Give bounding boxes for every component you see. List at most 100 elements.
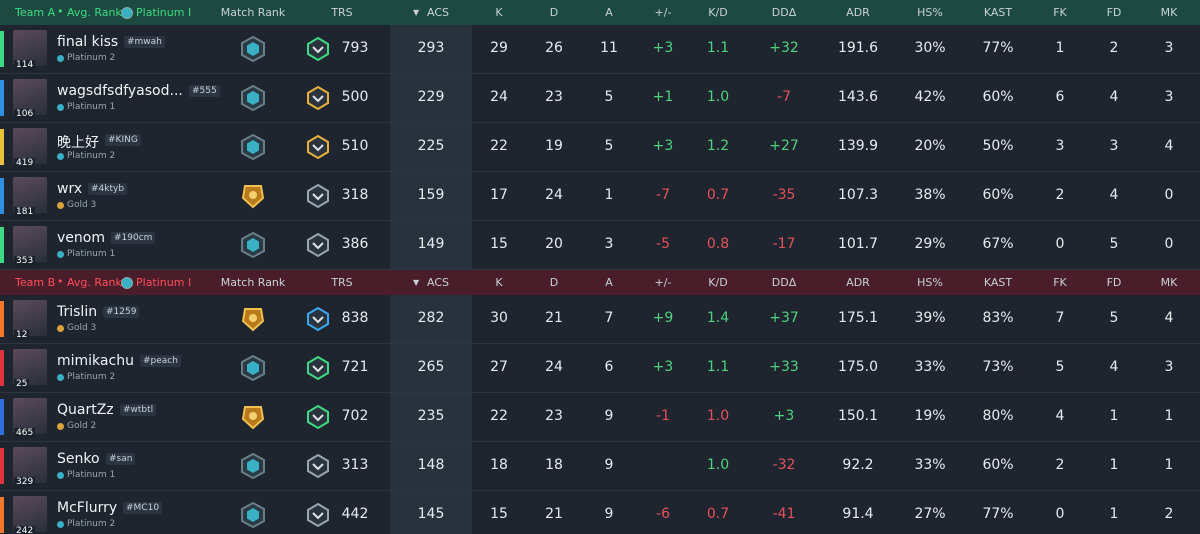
player-color-bar bbox=[0, 301, 4, 337]
column-header: D bbox=[549, 276, 559, 289]
stat-mk: 0 bbox=[1164, 187, 1174, 203]
acs-column-bg bbox=[390, 393, 472, 441]
stat-fd: 4 bbox=[1109, 359, 1119, 375]
player-color-bar bbox=[0, 129, 4, 165]
player-color-bar bbox=[0, 448, 4, 484]
stat-kd: 1.0 bbox=[706, 89, 730, 105]
trs-icon-svg bbox=[307, 453, 329, 479]
stat-hs: 33% bbox=[914, 457, 946, 473]
stat-kast: 77% bbox=[982, 40, 1014, 56]
stat-kd: 1.0 bbox=[706, 408, 730, 424]
stat-trs: 510 bbox=[341, 138, 369, 154]
stat-acs: 229 bbox=[417, 89, 445, 105]
stat-adr: 92.2 bbox=[842, 457, 874, 473]
avg-rank-label: Avg. Rank: bbox=[67, 6, 126, 19]
match-rank-icon bbox=[239, 35, 267, 63]
stat-trs: 702 bbox=[341, 408, 369, 424]
trs-icon bbox=[304, 35, 332, 63]
stat-hs: 27% bbox=[914, 506, 946, 522]
stat-kd: 1.4 bbox=[706, 310, 730, 326]
player-rank: Platinum 2 bbox=[67, 151, 116, 161]
separator-dot: • bbox=[57, 5, 64, 18]
stat-ddd: -32 bbox=[772, 457, 796, 473]
player-tag: #190cm bbox=[111, 232, 156, 244]
acs-column-bg bbox=[390, 25, 472, 73]
stat-fk: 4 bbox=[1055, 408, 1065, 424]
stat-fd: 1 bbox=[1109, 506, 1119, 522]
stat-ddd: -17 bbox=[772, 236, 796, 252]
stat-mk: 3 bbox=[1164, 40, 1174, 56]
avg-rank-label: Avg. Rank: bbox=[67, 276, 126, 289]
player-tag: #peach bbox=[140, 355, 181, 367]
acs-column-bg bbox=[390, 123, 472, 171]
column-header: FK bbox=[1053, 6, 1067, 19]
trs-icon-svg bbox=[307, 183, 329, 209]
player-level: 181 bbox=[14, 207, 36, 217]
stat-ddd: +33 bbox=[769, 359, 799, 375]
stat-mk: 2 bbox=[1164, 506, 1174, 522]
stat-mk: 1 bbox=[1164, 408, 1174, 424]
stat-pm: +3 bbox=[652, 40, 674, 56]
acs-column-bg bbox=[390, 74, 472, 122]
avg-rank-icon bbox=[121, 277, 133, 289]
stat-adr: 91.4 bbox=[842, 506, 874, 522]
rank-dot bbox=[57, 521, 64, 528]
stat-adr: 175.1 bbox=[837, 310, 879, 326]
trs-icon-svg bbox=[307, 355, 329, 381]
player-row bbox=[0, 393, 1200, 442]
player-name: Trislin bbox=[57, 304, 98, 320]
stat-trs: 318 bbox=[341, 187, 369, 203]
column-header: K/D bbox=[708, 276, 728, 289]
stat-k: 15 bbox=[490, 236, 508, 252]
rank-dot bbox=[57, 202, 64, 209]
player-name: final kiss bbox=[57, 34, 119, 50]
stat-adr: 150.1 bbox=[837, 408, 879, 424]
trs-icon bbox=[304, 305, 332, 333]
player-name: mimikachu bbox=[57, 353, 134, 369]
stat-trs: 838 bbox=[341, 310, 369, 326]
stat-mk: 0 bbox=[1164, 236, 1174, 252]
stat-ddd: -41 bbox=[772, 506, 796, 522]
stat-acs: 145 bbox=[417, 506, 445, 522]
match-rank-icon-svg bbox=[241, 185, 265, 209]
stat-pm: +3 bbox=[652, 359, 674, 375]
player-rank: Platinum 2 bbox=[67, 519, 116, 529]
stat-kd: 1.0 bbox=[706, 457, 730, 473]
player-tag: #MC10 bbox=[123, 502, 163, 514]
column-header: ADR bbox=[846, 6, 870, 19]
rank-dot bbox=[57, 374, 64, 381]
match-rank-icon bbox=[239, 305, 267, 333]
rank-dot bbox=[57, 55, 64, 62]
trs-icon-svg bbox=[307, 36, 329, 62]
team-header-bar bbox=[0, 0, 1200, 25]
column-header: HS% bbox=[917, 276, 943, 289]
stat-kast: 80% bbox=[982, 408, 1014, 424]
stat-fd: 3 bbox=[1109, 138, 1119, 154]
stat-pm: -5 bbox=[656, 236, 670, 252]
match-rank-icon bbox=[239, 452, 267, 480]
stat-hs: 29% bbox=[914, 236, 946, 252]
stat-k: 15 bbox=[490, 506, 508, 522]
stat-ddd: +37 bbox=[769, 310, 799, 326]
stat-a: 9 bbox=[604, 457, 614, 473]
column-header: K bbox=[495, 6, 503, 19]
trs-icon bbox=[304, 133, 332, 161]
player-level: 353 bbox=[14, 256, 36, 266]
player-row bbox=[0, 123, 1200, 172]
column-header: D bbox=[549, 6, 559, 19]
player-level: 242 bbox=[14, 526, 36, 534]
player-color-bar bbox=[0, 31, 4, 67]
stat-fd: 2 bbox=[1109, 40, 1119, 56]
stat-fd: 4 bbox=[1109, 89, 1119, 105]
stat-a: 1 bbox=[604, 187, 614, 203]
trs-icon bbox=[304, 84, 332, 112]
trs-icon bbox=[304, 403, 332, 431]
player-row bbox=[0, 74, 1200, 123]
match-rank-icon bbox=[239, 354, 267, 382]
trs-icon-svg bbox=[307, 134, 329, 160]
stat-fd: 5 bbox=[1109, 236, 1119, 252]
avg-rank: Platinum I bbox=[136, 6, 192, 19]
stat-k: 29 bbox=[490, 40, 508, 56]
match-rank-icon-svg bbox=[241, 84, 265, 112]
stat-kast: 83% bbox=[982, 310, 1014, 326]
